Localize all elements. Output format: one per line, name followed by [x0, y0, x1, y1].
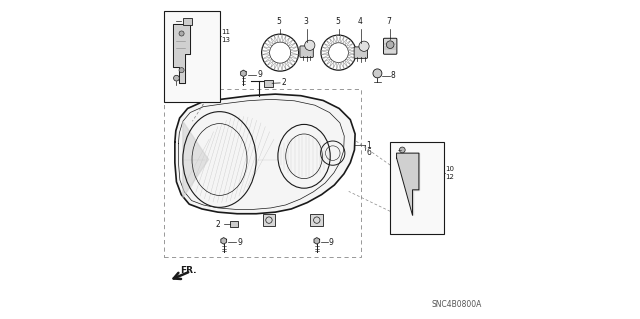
Bar — [310, 214, 323, 226]
Text: 9: 9 — [237, 238, 243, 247]
Text: 5: 5 — [335, 17, 340, 26]
Circle shape — [359, 41, 369, 51]
FancyBboxPatch shape — [354, 47, 367, 58]
Circle shape — [173, 75, 179, 81]
FancyBboxPatch shape — [264, 80, 273, 87]
Text: 9: 9 — [257, 70, 262, 79]
Polygon shape — [397, 153, 419, 215]
Text: 5: 5 — [276, 17, 282, 26]
Text: 2: 2 — [215, 220, 220, 229]
Polygon shape — [183, 121, 209, 198]
Polygon shape — [241, 70, 246, 77]
Text: 10: 10 — [445, 166, 454, 172]
Text: 2: 2 — [281, 78, 286, 87]
Circle shape — [387, 41, 394, 48]
Text: 1: 1 — [366, 141, 371, 150]
Polygon shape — [221, 238, 227, 244]
Text: 6: 6 — [366, 148, 371, 157]
Text: 3: 3 — [303, 17, 308, 26]
Text: 9: 9 — [329, 238, 334, 247]
Polygon shape — [314, 238, 319, 244]
Bar — [164, 11, 220, 102]
Text: 13: 13 — [221, 37, 230, 43]
Polygon shape — [173, 24, 190, 83]
Bar — [390, 142, 444, 234]
Text: 4: 4 — [357, 17, 362, 26]
Circle shape — [305, 40, 315, 50]
FancyBboxPatch shape — [383, 38, 397, 54]
Text: 12: 12 — [445, 174, 454, 180]
Bar — [164, 89, 362, 257]
Text: 14: 14 — [164, 18, 173, 24]
Text: 7: 7 — [387, 17, 392, 26]
Circle shape — [373, 69, 382, 78]
Circle shape — [179, 68, 184, 73]
FancyBboxPatch shape — [230, 221, 238, 227]
Bar — [262, 214, 275, 226]
FancyBboxPatch shape — [300, 46, 314, 57]
Text: 11: 11 — [221, 29, 230, 35]
Text: SNC4B0800A: SNC4B0800A — [432, 300, 483, 309]
Circle shape — [399, 147, 405, 153]
Circle shape — [179, 31, 184, 36]
Text: 8: 8 — [391, 71, 396, 80]
Text: FR.: FR. — [180, 266, 196, 275]
Polygon shape — [175, 94, 355, 214]
Text: 15: 15 — [164, 88, 173, 94]
FancyBboxPatch shape — [183, 18, 193, 25]
Text: 15: 15 — [391, 149, 400, 154]
